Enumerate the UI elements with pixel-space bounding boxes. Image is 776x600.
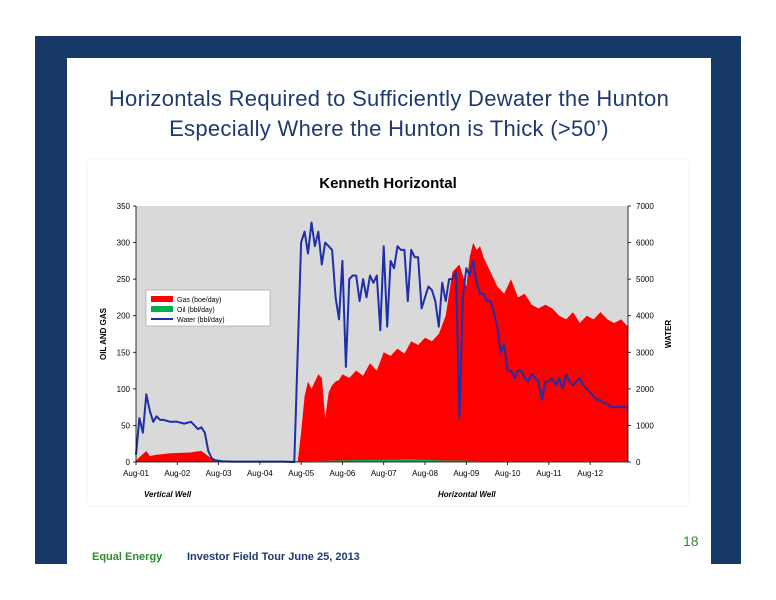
page-number: 18 xyxy=(683,533,699,549)
water-line xyxy=(135,221,628,463)
x-tick-label: Aug-09 xyxy=(453,469,479,478)
chart-title: Kenneth Horizontal xyxy=(319,175,457,192)
chart-panel: Kenneth Horizontal 0 50 100 150 200 250 300 350… xyxy=(88,160,688,505)
left-tick-label: 50 xyxy=(121,421,130,430)
left-tick-label: 150 xyxy=(117,348,131,357)
production-chart: Kenneth Horizontal 0 50 100 150 200 250 300 350… xyxy=(99,175,673,499)
right-tick-label: 7000 xyxy=(636,202,654,211)
left-tick-label: 300 xyxy=(117,239,131,248)
y-axis-label: OIL AND GAS xyxy=(99,307,108,360)
water-series xyxy=(135,221,628,463)
x-tick-label: Aug-08 xyxy=(412,469,438,478)
slide-title-line-1: Horizontals Required to Sufficiently Dew… xyxy=(108,86,670,111)
left-tick-label: 100 xyxy=(117,385,131,394)
left-tick-label: 200 xyxy=(117,312,131,321)
legend-oil-swatch xyxy=(151,306,173,312)
chart-legend: Gas (boe/day) Oil (bbl/day) Water (bbl/day… xyxy=(145,289,271,327)
vertical-well-annotation: Vertical Well xyxy=(144,490,192,499)
chart-axes xyxy=(135,206,629,463)
x-tick-label: Aug-04 xyxy=(247,469,273,478)
legend-water-label: Water (bbl/day) xyxy=(177,317,225,324)
footer-company: Equal Energy xyxy=(92,551,163,563)
footer-event: Investor Field Tour June 25, 2013 xyxy=(187,551,360,563)
right-tick-label: 5000 xyxy=(636,275,654,284)
right-axis-ticks: 0 1000 2000 3000 4000 5000 6000 7000 xyxy=(628,202,654,467)
right-tick-label: 1000 xyxy=(636,421,654,430)
oil-series xyxy=(136,459,628,462)
legend-gas-label: Gas (boe/day) xyxy=(177,297,221,304)
right-tick-label: 2000 xyxy=(636,385,654,394)
x-tick-label: Aug-01 xyxy=(123,469,149,478)
x-tick-label: Aug-03 xyxy=(206,469,232,478)
x-tick-label: Aug-11 xyxy=(536,469,562,478)
horizontal-well-annotation: Horizontal Well xyxy=(438,490,496,499)
left-axis-ticks: 0 50 100 150 200 250 300 350 xyxy=(117,202,136,467)
slide-title: Horizontals Required to Sufficiently Dew… xyxy=(67,84,711,144)
legend-oil-label: Oil (bbl/day) xyxy=(177,307,215,314)
gas-area xyxy=(136,242,628,462)
x-tick-label: Aug-07 xyxy=(371,469,397,478)
gas-series xyxy=(136,242,628,462)
left-tick-label: 0 xyxy=(126,458,131,467)
oil-area xyxy=(136,459,628,462)
right-tick-label: 0 xyxy=(636,458,641,467)
x-tick-label: Aug-10 xyxy=(495,469,521,478)
x-axis-ticks: Aug-01 Aug-02 Aug-03 Aug-04 Aug-05 Aug-06 Aug-… xyxy=(123,462,604,478)
legend-gas-swatch xyxy=(151,296,173,302)
x-tick-label: Aug-02 xyxy=(164,469,190,478)
left-tick-label: 350 xyxy=(117,202,131,211)
x-tick-label: Aug-06 xyxy=(330,469,356,478)
slide-title-line-2: Especially Where the Hunton is Thick (>5… xyxy=(169,116,609,141)
right-tick-label: 3000 xyxy=(636,348,654,357)
x-tick-label: Aug-12 xyxy=(577,469,603,478)
y2-axis-label: WATER xyxy=(664,320,673,349)
right-tick-label: 4000 xyxy=(636,312,654,321)
right-tick-label: 6000 xyxy=(636,239,654,248)
left-tick-label: 250 xyxy=(117,275,131,284)
x-tick-label: Aug-05 xyxy=(288,469,314,478)
